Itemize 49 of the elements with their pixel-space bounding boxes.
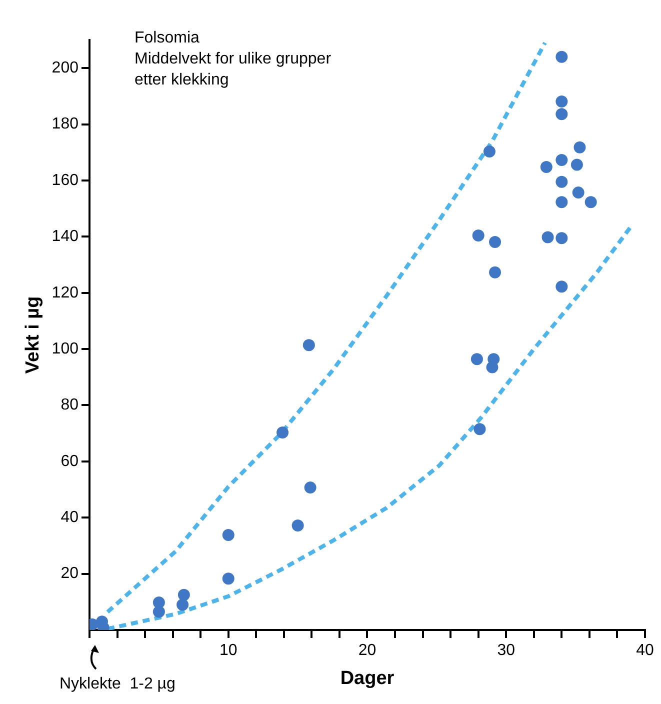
point	[574, 141, 586, 154]
y-tick-label: 180	[52, 116, 79, 133]
chart-title: Folsomia	[134, 29, 200, 46]
point	[474, 423, 486, 436]
point	[304, 482, 316, 494]
point	[292, 519, 304, 532]
point	[556, 232, 568, 244]
y-tick-label: 100	[52, 340, 79, 358]
point	[472, 230, 484, 242]
y-tick-label: 200	[52, 60, 79, 76]
y-tick-label: 60	[60, 452, 79, 470]
point	[178, 588, 190, 601]
point	[556, 196, 568, 208]
point	[570, 158, 583, 171]
point	[556, 96, 568, 108]
x-tick-label: 30	[497, 642, 516, 660]
x-tick-label: 10	[219, 642, 238, 660]
x-tick-label: 20	[358, 642, 376, 660]
y-axis-title: Vekt i µg	[22, 296, 44, 374]
y-tick-label: 80	[60, 396, 79, 414]
point	[176, 598, 189, 611]
text: Middelvekt for ulike grupper etter klekking	[134, 50, 332, 88]
y-tick-label: 120	[52, 284, 79, 302]
point	[489, 236, 502, 248]
x-tick-label: 40	[636, 642, 654, 660]
y-tick-label: 20	[60, 565, 79, 582]
point	[542, 231, 554, 244]
point	[486, 361, 498, 374]
point	[483, 146, 496, 158]
point	[584, 196, 597, 208]
point	[572, 186, 584, 199]
text: Nyklekte 1-2 µg	[59, 675, 176, 692]
point	[470, 353, 483, 366]
point	[540, 160, 552, 173]
point	[222, 529, 234, 542]
y-tick-label: 140	[52, 228, 79, 246]
point	[556, 108, 568, 120]
point	[556, 50, 568, 63]
point	[276, 426, 289, 438]
y-tick-label: 40	[60, 509, 79, 526]
point	[556, 154, 568, 166]
point	[302, 339, 315, 352]
point	[222, 572, 234, 585]
y-tick-label: 160	[52, 172, 79, 189]
point	[556, 280, 568, 293]
x-axis-title: Dager	[340, 668, 395, 689]
point	[489, 266, 502, 278]
point	[152, 606, 165, 618]
point	[556, 176, 568, 188]
